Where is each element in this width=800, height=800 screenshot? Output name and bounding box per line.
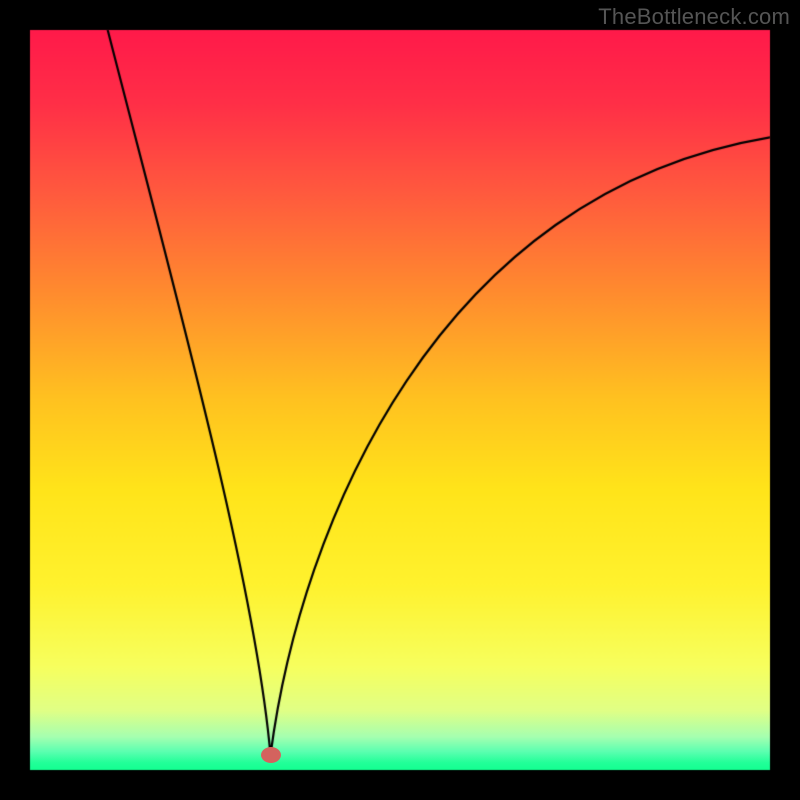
watermark-text: TheBottleneck.com [598,4,790,30]
min-marker [261,747,281,763]
chart-container: TheBottleneck.com [0,0,800,800]
curve-layer [0,0,800,800]
